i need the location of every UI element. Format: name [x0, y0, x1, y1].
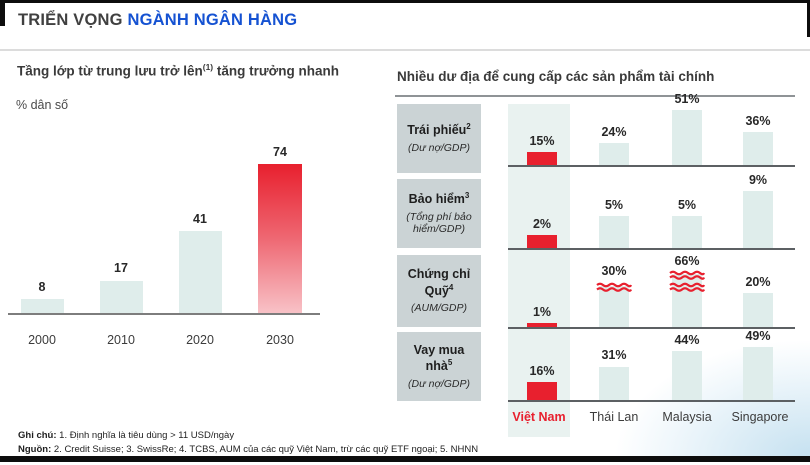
row-label: Vay mua nhà5 — [413, 342, 465, 374]
bar-value-label: 2% — [532, 217, 552, 231]
footer-notes: Ghi chú: 1. Định nghĩa là tiêu dùng > 11… — [18, 429, 478, 457]
bar-bonds-malaysia — [672, 110, 702, 165]
year-label: 2020 — [186, 333, 214, 347]
bar-mortgage-thailand — [599, 367, 629, 400]
bar-funds-singapore — [743, 293, 773, 327]
bar-value-label: 44% — [674, 333, 700, 347]
bar-value-label: 8 — [38, 280, 46, 294]
left-border-notch — [0, 0, 5, 26]
row-sublabel: (Dư nợ/GDP) — [407, 142, 470, 155]
axis-break-icon — [596, 282, 632, 292]
bar-value-label: 49% — [745, 329, 771, 343]
bar-value-label: 16% — [529, 364, 555, 378]
axis-break-icon — [669, 270, 705, 280]
footer-source-line: Nguồn: 2. Credit Suisse; 3. SwissRe; 4. … — [18, 443, 479, 455]
row-label-box-funds: Chứng chỉ Quỹ4 (AUM/GDP) — [397, 255, 481, 327]
left-section-heading: Tầng lớp từ trung lưu trở lên(1) tăng tr… — [17, 62, 339, 79]
row-label-box-insurance: Bảo hiểm3 (Tổng phí bảo hiểm/GDP) — [397, 179, 481, 248]
title-divider — [0, 49, 810, 51]
left-heading-footnote-ref: (1) — [202, 62, 214, 72]
bottom-border — [0, 456, 810, 462]
page-title-prefix: TRIỂN VỌNG — [18, 11, 128, 29]
country-label-malaysia: Malaysia — [662, 410, 712, 424]
row-label-box-bonds: Trái phiếu2 (Dư nợ/GDP) — [397, 104, 481, 173]
bar-mortgage-vietnam — [527, 382, 557, 400]
bar-value-label: 15% — [529, 134, 555, 148]
bar-mortgage-malaysia — [672, 351, 702, 400]
bar-bonds-thailand — [599, 143, 629, 165]
bar-value-label: 31% — [601, 348, 627, 362]
left-chart-baseline — [8, 313, 320, 315]
bar-value-label: 24% — [601, 125, 627, 139]
bar-value-label: 1% — [532, 305, 552, 319]
bar-value-label: 17 — [114, 261, 128, 275]
bar-value-label: 20% — [745, 275, 771, 289]
row-sublabel: (AUM/GDP) — [411, 302, 467, 315]
right-section-divider — [395, 95, 795, 97]
bar-value-label: 5% — [677, 198, 697, 212]
bar-value-label: 9% — [748, 173, 768, 187]
row-sublabel: (Dư nợ/GDP) — [407, 377, 470, 390]
row-baseline — [508, 400, 795, 402]
page-title: TRIỂN VỌNG NGÀNH NGÂN HÀNG — [18, 11, 297, 30]
bar-2020 — [179, 231, 222, 314]
row-label-box-mortgage: Vay mua nhà5 (Dư nợ/GDP) — [397, 332, 481, 401]
bar-insurance-thailand — [599, 216, 629, 248]
footer-note-line: Ghi chú: 1. Định nghĩa là tiêu dùng > 11… — [18, 430, 235, 441]
page-title-highlight: NGÀNH NGÂN HÀNG — [127, 11, 298, 29]
right-section-heading: Nhiều dư địa để cung cấp các sản phẩm tà… — [397, 69, 715, 84]
row-sublabel: (Tổng phí bảo hiểm/GDP) — [406, 210, 472, 236]
row-label: Bảo hiểm3 — [408, 191, 470, 207]
bar-value-label: 5% — [604, 198, 624, 212]
bar-2000 — [21, 299, 64, 314]
bar-value-label: 30% — [601, 264, 627, 278]
bar-funds-vietnam — [527, 323, 557, 327]
bar-2010 — [100, 281, 143, 314]
year-label: 2000 — [28, 333, 56, 347]
bar-2030-highlighted — [258, 164, 302, 314]
row-baseline — [508, 327, 795, 329]
bar-value-label: 41 — [193, 212, 207, 226]
bar-bonds-singapore — [743, 132, 773, 165]
bar-insurance-vietnam — [527, 235, 557, 248]
bar-mortgage-singapore — [743, 347, 773, 400]
bar-insurance-malaysia — [672, 216, 702, 248]
year-label: 2030 — [266, 333, 294, 347]
year-label: 2010 — [107, 333, 135, 347]
row-baseline — [508, 165, 795, 167]
bar-value-label: 74 — [273, 145, 287, 159]
country-label-vietnam: Việt Nam — [512, 410, 566, 424]
top-border — [0, 0, 810, 3]
country-label-singapore: Singapore — [731, 410, 789, 424]
left-chart-axis-label: % dân số — [16, 98, 69, 112]
bar-value-label: 51% — [674, 92, 700, 106]
bar-value-label: 66% — [674, 254, 700, 268]
row-label: Trái phiếu2 — [407, 122, 471, 138]
bar-funds-thailand — [599, 286, 629, 327]
country-label-thailand: Thái Lan — [589, 410, 639, 424]
row-baseline — [508, 248, 795, 250]
bar-value-label: 36% — [745, 114, 771, 128]
row-label: Chứng chỉ Quỹ4 — [407, 267, 471, 298]
axis-break-icon — [669, 282, 705, 292]
bar-bonds-vietnam — [527, 152, 557, 165]
right-border-notch — [807, 0, 810, 37]
bar-insurance-singapore — [743, 191, 773, 248]
